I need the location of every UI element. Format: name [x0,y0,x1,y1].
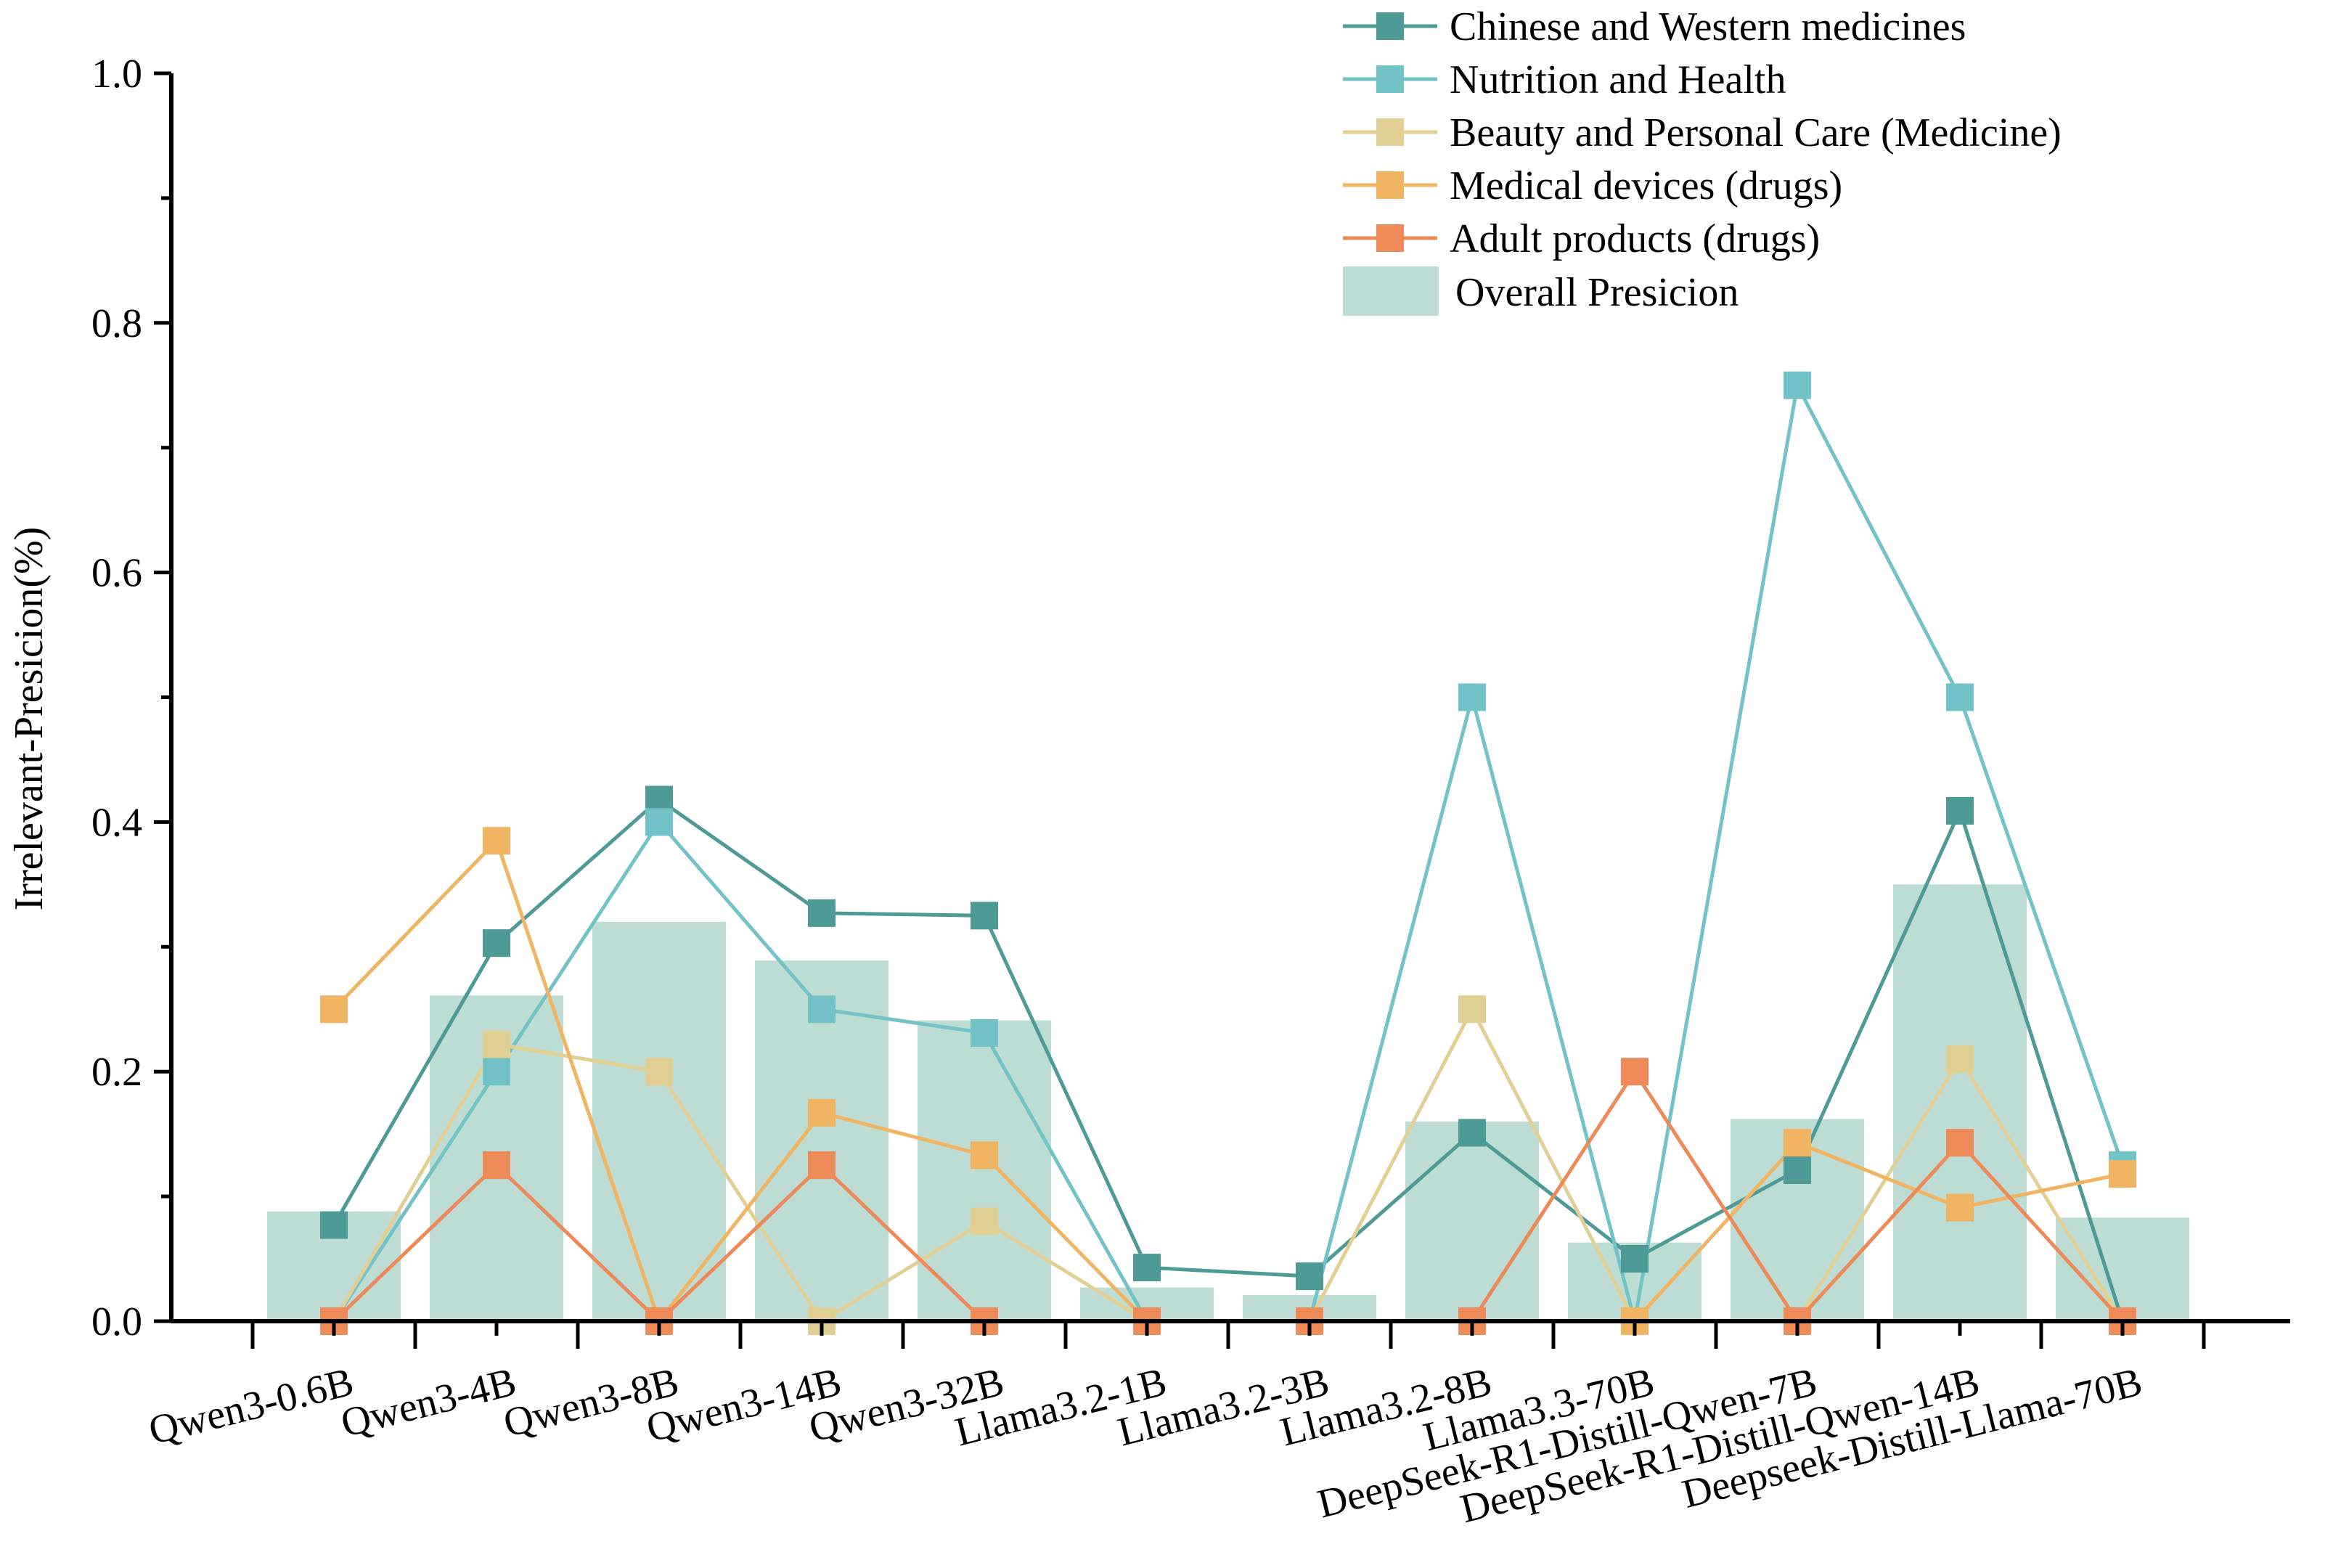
series-point [483,929,510,957]
series-point [1946,1045,1974,1074]
legend-marker [1376,224,1404,252]
series-point [971,902,998,930]
legend-label: Adult products (drugs) [1450,216,1820,261]
series-point [1784,1129,1811,1157]
y-tick-label: 0.4 [91,800,142,845]
series-point [645,1058,673,1086]
series-point [971,1018,998,1047]
series-point [1133,1254,1161,1282]
series-line [332,797,2125,1322]
series-point [808,899,836,927]
series-point [1784,371,1811,399]
bar [592,921,726,1321]
y-ticks: 0.0 0.2 0.4 0.6 0.8 1.0 [91,52,171,1344]
legend-label: Medical devices (drugs) [1450,163,1842,208]
y-axis-label: Irrelevant-Presicion(%) [7,527,52,911]
y-tick-label: 0.8 [91,301,142,346]
bars-layer [267,884,2189,1321]
series-point [1458,683,1486,711]
series-point [1946,1193,1974,1222]
series-point [808,1151,836,1180]
series-point [483,1151,510,1180]
legend-marker [1376,118,1404,146]
legend-label: Overall Presicion [1455,270,1739,315]
bar [918,1020,1051,1321]
series-point [808,995,836,1024]
series-point [808,1098,836,1127]
x-tick-label: Qwen3-4B [337,1359,520,1446]
y-tick-label: 0.0 [91,1299,142,1344]
bar [2056,1217,2189,1321]
series-point [320,995,348,1024]
bar [1893,884,2027,1321]
legend: Chinese and Western medicines Nutrition a… [1343,4,2062,316]
legend-label: Beauty and Personal Care (Medicine) [1450,110,2062,155]
legend-marker [1376,65,1404,93]
series-point [483,1058,510,1086]
series-point [320,1211,348,1239]
y-tick-label: 0.6 [91,551,142,596]
series-point [1946,1129,1974,1157]
x-tick-label: Qwen3-0.6B [144,1359,358,1453]
legend-bar-swatch [1343,266,1439,316]
y-tick-label: 1.0 [91,52,142,97]
series-point [2109,1160,2136,1188]
legend-label: Chinese and Western medicines [1450,4,1966,49]
series-point [971,1207,998,1236]
bar [1405,1121,1539,1321]
series-point [1621,1245,1648,1273]
legend-label: Nutrition and Health [1450,57,1786,102]
series-point [1296,1262,1323,1291]
series-point [1946,796,1974,825]
series-point [1458,1119,1486,1147]
series-point [1621,1058,1648,1086]
series-point [645,808,673,836]
series-point [971,1141,998,1169]
series-point [1784,1156,1811,1185]
legend-marker [1376,171,1404,199]
series-point [483,1030,510,1058]
series-point [483,827,510,855]
legend-marker [1376,12,1404,40]
y-tick-label: 0.2 [91,1050,142,1095]
x-ticks: Qwen3-0.6BQwen3-4BQwen3-8BQwen3-14BQwen3… [144,1321,2206,1532]
series-point [1946,683,1974,711]
series-point [1458,995,1486,1024]
